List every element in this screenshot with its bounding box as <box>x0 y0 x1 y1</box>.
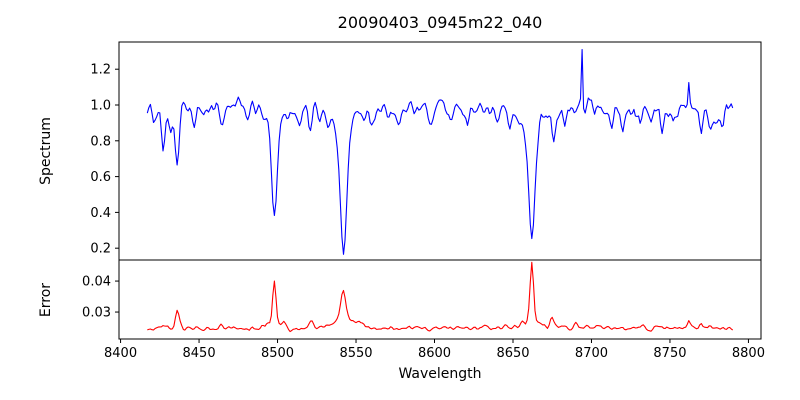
spectrum-y-tick-label: 0.4 <box>90 206 111 221</box>
spectrum-y-tick-label: 1.2 <box>90 63 111 78</box>
error-y-tick-label: 0.04 <box>82 275 111 290</box>
x-axis-label: Wavelength <box>398 366 481 382</box>
x-tick-label: 8500 <box>261 346 294 361</box>
error-y-axis-label: Error <box>38 283 54 317</box>
x-tick-label: 8600 <box>418 346 451 361</box>
spectrum-y-tick-label: 0.2 <box>90 242 111 257</box>
x-tick-label: 8550 <box>339 346 372 361</box>
x-tick-label: 8400 <box>104 346 137 361</box>
x-tick-label: 8450 <box>183 346 216 361</box>
spectrum-y-tick-label: 0.6 <box>90 170 111 185</box>
x-tick-label: 8800 <box>732 346 765 361</box>
chart-title: 20090403_0945m22_040 <box>338 13 543 33</box>
data-series <box>146 48 734 333</box>
spectrum-panel-frame <box>118 41 762 261</box>
error-panel-frame <box>118 259 762 340</box>
spectrum-y-axis-label: Spectrum <box>38 117 54 185</box>
axis-ticks: 8400 8450 8500 8550 8600 8650 8700 8750 8800 0.2 0… <box>82 63 765 361</box>
error-series-line <box>147 261 734 333</box>
x-tick-label: 8650 <box>496 346 529 361</box>
spectrum-y-tick-label: 1.0 <box>90 99 111 114</box>
spectrum-series-line <box>146 48 734 255</box>
spectrum-y-tick-label: 0.8 <box>90 134 111 149</box>
error-y-tick-label: 0.03 <box>82 306 111 321</box>
x-tick-label: 8750 <box>653 346 686 361</box>
x-tick-label: 8700 <box>575 346 608 361</box>
